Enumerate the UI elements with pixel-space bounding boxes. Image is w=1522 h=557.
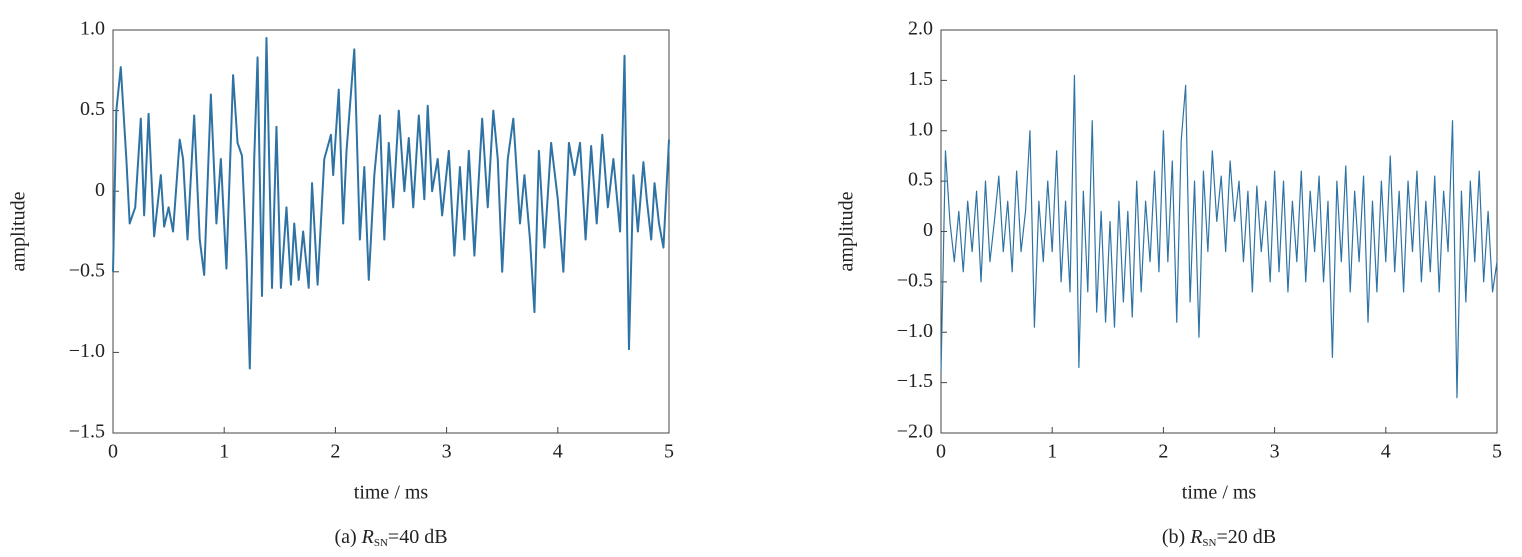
y-tick-label: 1.5 (908, 68, 933, 90)
y-tick-label: 2.0 (908, 18, 933, 40)
y-tick-label: 0 (923, 219, 933, 241)
data-line (940, 74, 1498, 399)
x-tick-label: 4 (1381, 441, 1391, 463)
y-tick-label: 0.5 (908, 169, 933, 191)
x-tick-label: 3 (442, 441, 452, 463)
y-tick-label: 0 (95, 179, 105, 201)
x-tick-label: 1 (219, 441, 229, 463)
x-axis-label: time / ms (1182, 482, 1257, 504)
x-tick-label: 3 (1270, 441, 1280, 463)
caption-symbol: R (361, 526, 374, 548)
x-tick-label: 5 (664, 441, 674, 463)
caption-subscript: SN (374, 537, 388, 549)
x-axis-label: time / ms (354, 482, 429, 504)
y-tick-label: 0.5 (80, 98, 105, 120)
x-tick-label: 5 (1492, 441, 1502, 463)
x-tick-label: 2 (1158, 441, 1168, 463)
caption-suffix: =40 dB (388, 526, 448, 548)
caption-prefix: (b) (1162, 526, 1190, 548)
y-tick-label: −0.5 (897, 269, 933, 291)
x-tick-label: 0 (936, 441, 946, 463)
x-tick-label: 4 (553, 441, 563, 463)
caption: (a) RSN=40 dB (334, 526, 447, 549)
y-tick-label: −1.5 (897, 370, 933, 392)
y-tick-label: 1.0 (80, 18, 105, 40)
y-tick-label: −1.0 (897, 320, 933, 342)
y-tick-label: −1.5 (69, 421, 105, 443)
y-tick-label: −1.0 (69, 340, 105, 362)
data-line (112, 37, 670, 370)
caption-symbol: R (1189, 526, 1202, 548)
y-tick-label: 1.0 (908, 118, 933, 140)
y-axis-label: amplitude (8, 191, 30, 271)
x-tick-label: 0 (108, 441, 118, 463)
caption-suffix: =20 dB (1216, 526, 1276, 548)
y-axis-label: amplitude (836, 191, 858, 271)
caption: (b) RSN=20 dB (1162, 526, 1276, 549)
x-tick-label: 1 (1047, 441, 1057, 463)
caption-prefix: (a) (334, 526, 361, 548)
y-tick-label: −0.5 (69, 259, 105, 281)
y-tick-label: −2.0 (897, 421, 933, 443)
caption-subscript: SN (1202, 537, 1216, 549)
x-tick-label: 2 (330, 441, 340, 463)
